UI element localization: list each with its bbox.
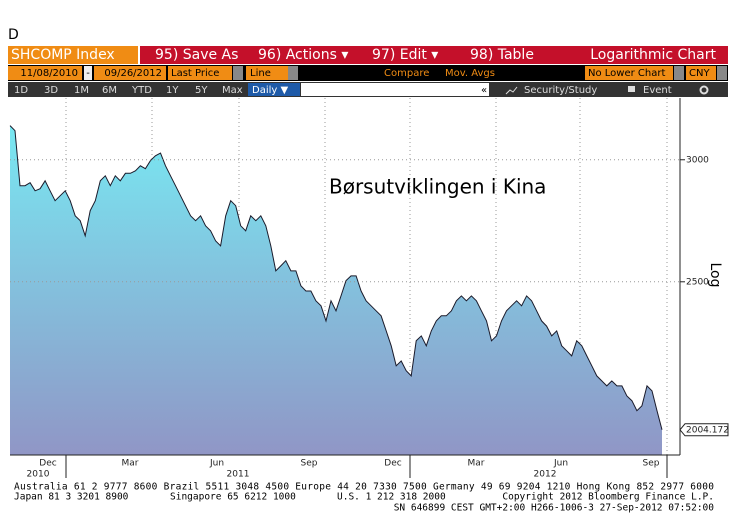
annotation: Børsutviklingen i Kina — [329, 175, 546, 199]
event[interactable]: Event — [643, 85, 672, 96]
x-year-label: 2012 — [534, 470, 557, 480]
x-tick-label: Dec — [384, 459, 401, 469]
last-value-box — [679, 423, 729, 437]
period-button[interactable]: 5Y — [195, 85, 208, 96]
price-field[interactable]: Last Price — [171, 68, 219, 79]
chart-kind: Logarithmic Chart — [590, 47, 716, 63]
session-info: SN 646899 CEST GMT+2:00 H266-1006-3 27-S… — [394, 503, 715, 514]
x-tick-label: Jun — [553, 459, 568, 469]
x-tick-label: Sep — [301, 459, 318, 469]
footer-contact: Singapore 65 6212 1000 — [170, 492, 296, 503]
y-tick-label: 2500 — [686, 277, 709, 287]
chart: 2500 3000 2004.172 Log Børsutviklingen i Kin… — [9, 98, 729, 480]
field[interactable] — [246, 66, 288, 80]
period-button[interactable]: 1D — [14, 85, 28, 96]
line-style[interactable]: Line — [250, 68, 271, 79]
start-date[interactable]: 11/08/2010 — [20, 68, 78, 79]
currency[interactable]: CNY — [689, 68, 710, 79]
field[interactable] — [686, 66, 716, 80]
period-button[interactable]: 3D — [44, 85, 58, 96]
lower-chart[interactable]: No Lower Chart — [588, 68, 665, 79]
footer-contact: Japan 81 3 3201 8900 — [14, 492, 129, 503]
dropdown[interactable] — [288, 66, 298, 80]
field[interactable] — [8, 66, 82, 80]
y-tick-label: 3000 — [686, 155, 709, 165]
field[interactable] — [94, 66, 166, 80]
x-tick-label: Jun — [209, 459, 224, 469]
frequency-box[interactable] — [248, 83, 300, 96]
period-button[interactable]: 1Y — [166, 85, 179, 96]
collapse[interactable]: « — [481, 85, 487, 96]
compare[interactable]: Compare — [384, 68, 429, 79]
study-icon — [505, 86, 518, 95]
last-value-label: 2004.172 — [686, 425, 729, 435]
x-year-label: 2010 — [27, 470, 50, 480]
price-line — [9, 125, 663, 430]
field[interactable] — [585, 66, 673, 80]
period-buttons: 1D 3D 1M 6M YTD 1Y 5Y Max — [14, 85, 243, 96]
command-line: D — [8, 27, 19, 43]
end-date[interactable]: 09/26/2012 — [104, 68, 162, 79]
menu-button[interactable]: 96) Actions ▾ — [258, 47, 348, 63]
period-button[interactable]: Max — [222, 85, 243, 96]
search-field[interactable] — [301, 83, 489, 96]
security-study[interactable]: Security/Study — [524, 85, 597, 96]
event-icon — [628, 86, 635, 92]
dropdown[interactable] — [717, 66, 727, 80]
period-button[interactable]: YTD — [131, 85, 152, 96]
field — [84, 66, 92, 80]
menu-button[interactable]: 98) Table — [470, 47, 534, 63]
dropdown[interactable] — [233, 66, 243, 80]
mov-avgs[interactable]: Mov. Avgs — [445, 68, 495, 79]
area — [10, 125, 662, 455]
field[interactable] — [168, 66, 232, 80]
menu-button[interactable]: 95) Save As — [155, 47, 238, 63]
x-tick-label: Dec — [39, 459, 56, 469]
copyright: Copyright 2012 Bloomberg Finance L.P. — [502, 492, 714, 503]
dropdown[interactable] — [674, 66, 684, 80]
period-button[interactable]: 1M — [74, 85, 89, 96]
x-tick-label: Mar — [468, 459, 485, 469]
footer-contact: U.S. 1 212 318 2000 — [337, 492, 446, 503]
frequency[interactable]: Daily ▼ — [252, 85, 288, 96]
ticker-box[interactable] — [8, 46, 138, 64]
separator: - — [86, 68, 90, 79]
footer-contacts: Australia 61 2 9777 8600 Brazil 5511 304… — [14, 482, 714, 493]
y-axis-label: Log — [707, 262, 723, 287]
x-tick-label: Sep — [643, 459, 660, 469]
menu-bar — [140, 46, 728, 64]
menu-button[interactable]: 97) Edit ▾ — [372, 47, 438, 63]
ticker[interactable]: SHCOMP Index — [11, 47, 115, 63]
settings-icon[interactable] — [699, 85, 709, 95]
period-button[interactable]: 6M — [102, 85, 117, 96]
x-tick-label: Mar — [122, 459, 139, 469]
x-year-label: 2011 — [227, 470, 250, 480]
